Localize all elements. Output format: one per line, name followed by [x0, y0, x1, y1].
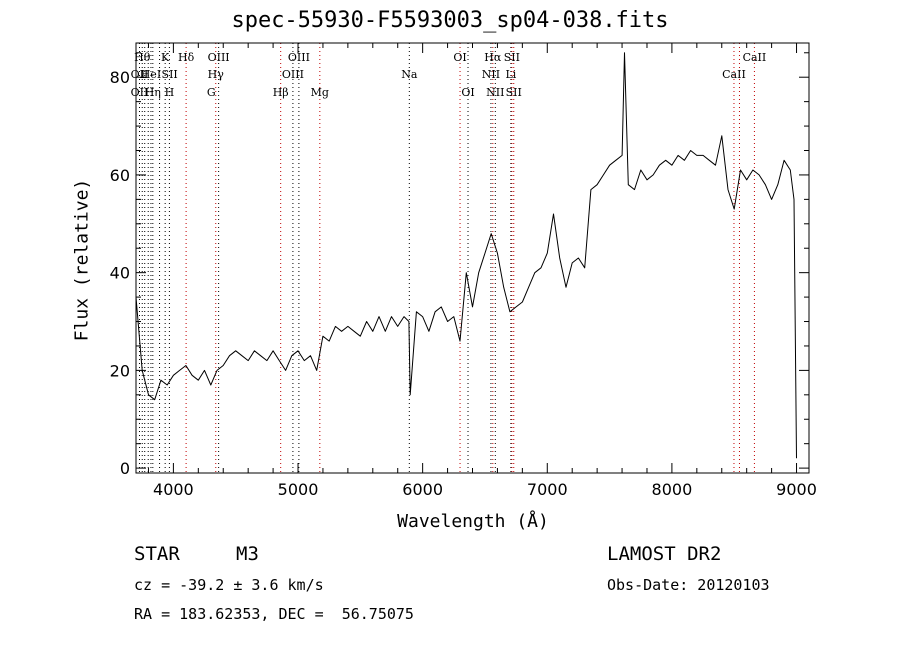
x-tick-label: 6000 [402, 480, 443, 499]
redshift-velocity: cz = -39.2 ± 3.6 km/s [134, 576, 324, 594]
x-tick-label: 9000 [776, 480, 817, 499]
y-tick-label: 0 [120, 459, 130, 478]
spectral-line-markers [138, 43, 755, 473]
survey-name: LAMOST DR2 [607, 543, 722, 565]
line-label: OI [461, 86, 474, 99]
line-label: CaII [722, 68, 746, 81]
x-axis-ticks: 4000 5000 6000 7000 8000 9000 [147, 43, 817, 499]
spectrum-line [135, 52, 797, 459]
line-label: SII [162, 68, 178, 81]
line-label: Li [505, 68, 516, 81]
line-label: SII [506, 86, 522, 99]
line-label: OIII [288, 51, 310, 64]
line-label: Hγ [208, 68, 225, 81]
sky-coordinates: RA = 183.62353, DEC = 56.75075 [134, 605, 414, 623]
x-tick-label: 4000 [153, 480, 194, 499]
x-axis-label: Wavelength (Å) [397, 511, 549, 532]
line-label: OI [453, 51, 466, 64]
x-tick-label: 8000 [652, 480, 693, 499]
line-label: Hδ [178, 51, 195, 64]
line-label: Hθ [134, 51, 151, 64]
line-label: H [165, 86, 175, 99]
line-label: Hβ [273, 86, 289, 99]
spectrum-series [135, 52, 797, 459]
line-label: K [161, 51, 170, 64]
line-label: NII [482, 68, 500, 81]
y-tick-label: 20 [110, 361, 130, 380]
line-label: NII [486, 86, 504, 99]
y-axis-ticks: 0 20 40 60 80 [110, 52, 809, 478]
line-label: OIII [208, 51, 230, 64]
line-label: CaII [743, 51, 767, 64]
line-label: OII [131, 86, 149, 99]
y-tick-label: 40 [110, 264, 130, 283]
plot-frame [135, 42, 810, 474]
y-tick-label: 60 [110, 166, 130, 185]
line-label: HeI [141, 68, 161, 81]
line-label: OII [131, 68, 149, 81]
object-subclass: M3 [236, 543, 259, 565]
line-label: Hη [145, 86, 161, 99]
line-label: G [207, 86, 216, 99]
line-label: Na [401, 68, 418, 81]
object-class: STAR [134, 543, 180, 565]
y-tick-label: 80 [110, 68, 130, 87]
x-tick-label: 7000 [527, 480, 568, 499]
line-label: Hα [484, 51, 502, 64]
y-axis-label: Flux (relative) [71, 178, 93, 342]
line-label: OIII [282, 68, 304, 81]
line-label: Mg [311, 86, 329, 99]
line-label: SII [504, 51, 520, 64]
chart-title: spec-55930-F5593003_sp04-038.fits [231, 8, 669, 33]
observation-date: Obs-Date: 20120103 [607, 576, 770, 594]
x-tick-label: 5000 [278, 480, 319, 499]
